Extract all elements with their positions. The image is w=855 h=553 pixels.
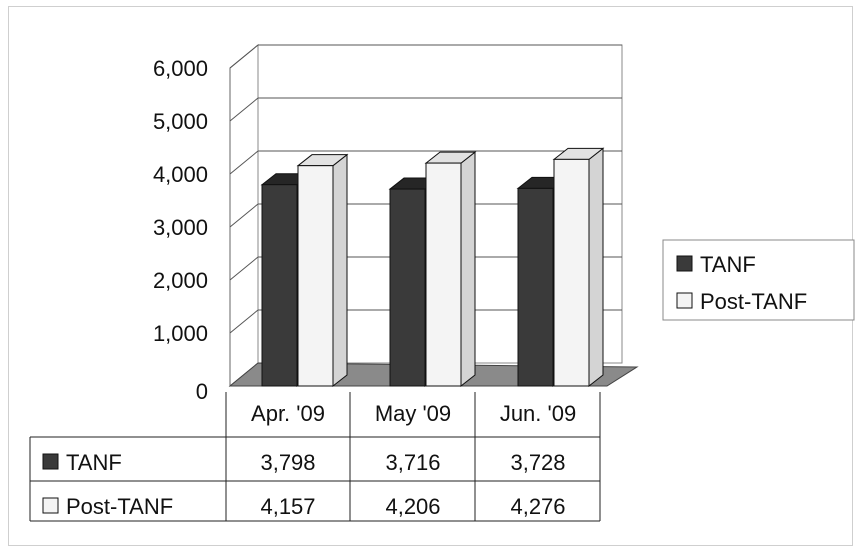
legend-label-post-tanf: Post-TANF <box>700 289 807 314</box>
legend-box <box>662 239 855 321</box>
legend-swatch-post-tanf <box>676 292 693 309</box>
table-row-label-tanf: TANF <box>66 450 122 475</box>
table-header-may: May '09 <box>375 401 451 426</box>
data-table: Apr. '09 May '09 Jun. '09 TANF 3,798 3,7… <box>29 392 601 522</box>
bar-side <box>460 151 476 388</box>
bar-side <box>332 153 348 388</box>
gridline-side <box>229 256 259 281</box>
bar-side <box>588 147 604 388</box>
table-cell: 4,276 <box>510 494 565 519</box>
y-tick-label: 0 <box>196 379 208 404</box>
table-row-label-post-tanf: Post-TANF <box>66 494 173 519</box>
table-cell: 3,716 <box>385 450 440 475</box>
y-tick-label: 3,000 <box>153 215 208 240</box>
table-header-apr: Apr. '09 <box>251 401 325 426</box>
bars <box>260 147 605 388</box>
gridline-side <box>229 203 259 228</box>
y-tick-label: 4,000 <box>153 162 208 187</box>
table-cell: 4,206 <box>385 494 440 519</box>
bar-front <box>425 162 462 387</box>
bar-front <box>553 158 590 387</box>
legend-swatch-tanf <box>676 255 693 272</box>
y-tick-label: 1,000 <box>153 321 208 346</box>
bar-front <box>297 165 334 387</box>
legend-label-tanf: TANF <box>700 252 756 277</box>
bar-post-tanf <box>552 147 605 388</box>
table-cell: 4,157 <box>260 494 315 519</box>
table-swatch-post-tanf <box>42 497 59 514</box>
gridline-side <box>229 97 259 122</box>
table-grid <box>29 392 601 522</box>
table-header-jun: Jun. '09 <box>500 401 576 426</box>
gridline-side <box>229 150 259 175</box>
bar-front <box>261 184 298 387</box>
table-cell: 3,728 <box>510 450 565 475</box>
bar-post-tanf <box>424 151 477 388</box>
bar-front <box>389 188 426 387</box>
gridline-side <box>229 44 259 69</box>
table-swatch-tanf <box>42 453 59 470</box>
y-axis-ticks: 6,000 5,000 4,000 3,000 2,000 1,000 0 <box>153 56 208 404</box>
table-cell: 3,798 <box>260 450 315 475</box>
y-tick-label: 6,000 <box>153 56 208 81</box>
bar-front <box>517 187 554 387</box>
bar-post-tanf <box>296 153 349 388</box>
y-tick-label: 2,000 <box>153 268 208 293</box>
y-tick-label: 5,000 <box>153 109 208 134</box>
legend: TANF Post-TANF <box>662 239 855 321</box>
gridline-side <box>229 309 259 334</box>
